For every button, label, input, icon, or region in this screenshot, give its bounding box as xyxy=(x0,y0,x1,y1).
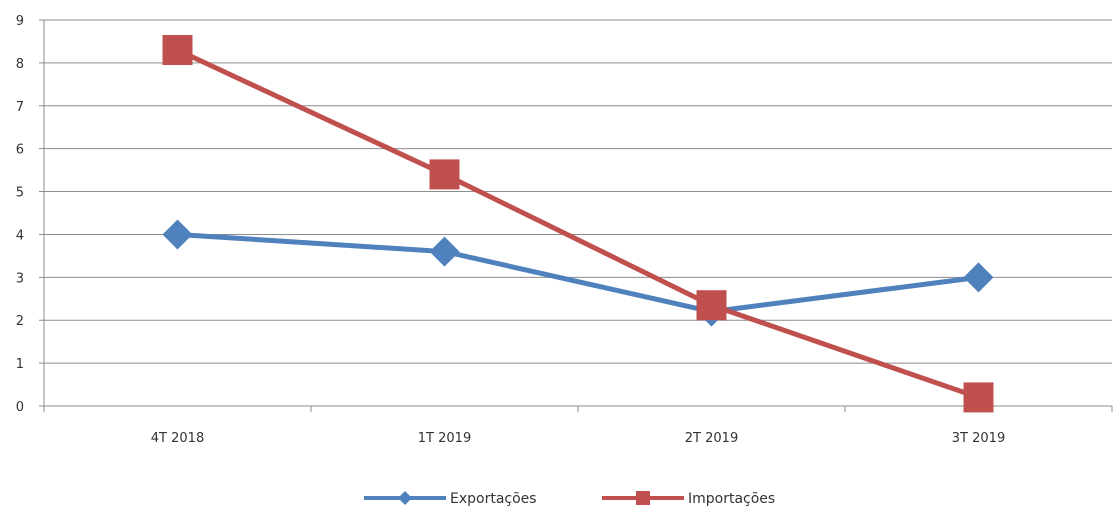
y-tick-label: 6 xyxy=(16,143,24,158)
x-axis: 4T 2018 1T 2019 2T 2019 3T 2019 xyxy=(43,20,1113,446)
y-tick-label: 5 xyxy=(16,186,24,201)
x-tick-label: 2T 2019 xyxy=(685,431,738,446)
data-point-series-1 xyxy=(429,236,460,267)
series-line-2 xyxy=(176,47,980,400)
data-point-series-1 xyxy=(162,219,193,250)
legend-marker xyxy=(636,491,650,505)
series-layer xyxy=(162,35,994,413)
legend-marker xyxy=(398,491,412,505)
y-tick-label: 0 xyxy=(16,400,24,415)
legend-label: Exportações xyxy=(450,491,537,507)
series-line-1 xyxy=(177,231,979,315)
x-tick-label: 4T 2018 xyxy=(151,431,204,446)
data-point-series-2 xyxy=(429,159,460,190)
x-tick-label: 1T 2019 xyxy=(418,431,471,446)
data-point-series-1 xyxy=(963,262,994,293)
gridlines xyxy=(39,19,1112,407)
y-tick-label: 9 xyxy=(16,14,24,29)
data-point-series-2 xyxy=(696,290,727,321)
x-tick-label: 3T 2019 xyxy=(952,431,1005,446)
y-tick-label: 1 xyxy=(16,357,24,372)
legend-label: Importações xyxy=(688,491,775,507)
legend: Exportações Importações xyxy=(364,491,775,507)
data-point-series-2 xyxy=(963,382,994,413)
y-axis-ticks: 0 1 2 3 4 5 6 7 8 9 xyxy=(16,14,24,415)
y-tick-label: 8 xyxy=(16,57,24,72)
y-tick-label: 4 xyxy=(16,228,24,243)
data-point-series-2 xyxy=(162,35,193,66)
y-tick-label: 7 xyxy=(16,100,24,115)
y-tick-label: 3 xyxy=(16,271,24,286)
y-tick-label: 2 xyxy=(16,314,24,329)
